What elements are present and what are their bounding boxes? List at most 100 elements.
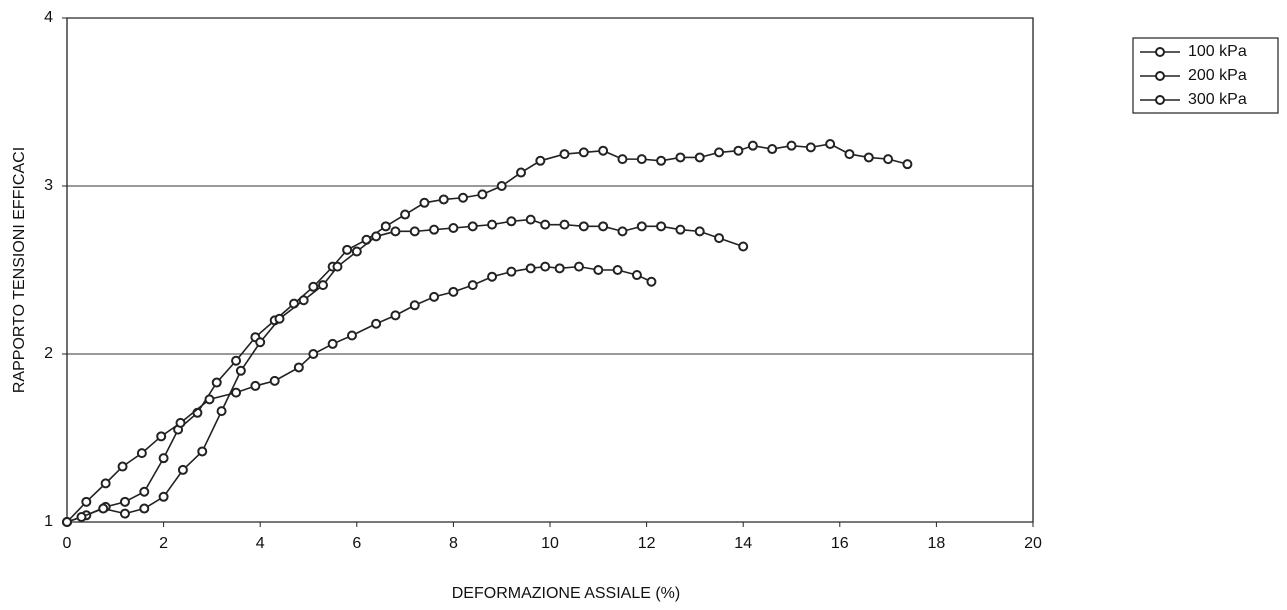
point <box>612 265 623 275</box>
point <box>81 496 92 507</box>
point <box>617 154 628 165</box>
y-tick-label: 4 <box>44 9 53 26</box>
point <box>477 189 488 200</box>
point <box>342 244 353 255</box>
point <box>540 219 551 230</box>
point <box>204 394 215 405</box>
point <box>448 286 459 297</box>
x-tick-label: 20 <box>1024 535 1042 552</box>
y-tick-label: 3 <box>44 177 53 194</box>
series-line <box>66 265 652 523</box>
legend-label: 200 kPa <box>1188 67 1247 84</box>
x-tick-label: 12 <box>638 535 656 552</box>
x-tick-label: 18 <box>928 535 946 552</box>
point <box>308 349 319 359</box>
point <box>767 144 778 155</box>
point <box>694 152 705 163</box>
point <box>554 263 565 274</box>
point <box>98 503 109 514</box>
point <box>559 219 570 230</box>
point <box>617 226 628 237</box>
point <box>844 149 855 160</box>
point <box>351 246 362 257</box>
point <box>308 281 319 292</box>
point <box>593 265 604 275</box>
point <box>371 231 382 242</box>
point <box>656 221 667 232</box>
point <box>675 224 686 235</box>
legend-marker <box>1155 71 1165 81</box>
point <box>883 154 894 165</box>
point <box>786 140 797 151</box>
point <box>636 154 647 165</box>
point <box>117 461 128 472</box>
point <box>269 375 280 386</box>
legend-label: 300 kPa <box>1188 91 1247 108</box>
point <box>573 261 584 272</box>
point <box>231 355 242 366</box>
point <box>293 362 304 373</box>
point <box>578 221 589 232</box>
point <box>216 406 227 417</box>
point <box>675 152 686 163</box>
point <box>119 508 130 519</box>
point <box>902 159 913 170</box>
x-tick-label: 8 <box>449 535 458 552</box>
point <box>636 221 647 232</box>
point <box>327 338 338 349</box>
point <box>139 486 150 497</box>
point <box>598 221 609 232</box>
y-axis-label: RAPPORTO TENSIONI EFFICACI <box>11 147 28 393</box>
point <box>409 300 420 311</box>
point <box>863 152 874 163</box>
point <box>825 139 836 149</box>
point <box>177 464 188 475</box>
point <box>467 280 478 291</box>
point <box>255 337 266 348</box>
point <box>158 453 169 464</box>
point <box>733 145 744 156</box>
point <box>197 446 208 457</box>
x-tick-label: 2 <box>159 535 168 552</box>
point <box>100 478 111 489</box>
point <box>298 295 309 306</box>
x-tick-label: 10 <box>541 535 559 552</box>
point <box>496 181 507 191</box>
point <box>487 219 498 230</box>
x-tick-label: 4 <box>256 535 265 552</box>
point <box>317 280 328 291</box>
point <box>429 291 440 302</box>
point <box>332 261 343 272</box>
x-tick-label: 14 <box>734 535 752 552</box>
point <box>235 365 246 376</box>
point <box>631 270 642 281</box>
point <box>598 145 609 156</box>
point <box>714 233 725 244</box>
point <box>371 318 382 329</box>
point <box>211 377 222 388</box>
x-tick-label: 6 <box>352 535 361 552</box>
point <box>400 209 411 220</box>
point <box>136 448 147 459</box>
point <box>516 167 527 178</box>
legend-marker <box>1155 47 1165 57</box>
point <box>506 216 517 227</box>
point <box>274 313 285 324</box>
y-tick-label: 1 <box>44 513 53 530</box>
point <box>390 226 401 237</box>
point <box>62 517 72 527</box>
point <box>419 197 430 208</box>
point <box>250 380 261 391</box>
point <box>506 266 517 277</box>
point <box>578 147 589 158</box>
point <box>559 149 570 160</box>
point <box>467 221 478 232</box>
x-tick-label: 16 <box>831 535 849 552</box>
point <box>646 276 657 287</box>
point <box>694 226 705 237</box>
x-tick-label: 0 <box>63 535 72 552</box>
point <box>540 261 551 272</box>
point <box>458 192 469 203</box>
point <box>156 431 167 442</box>
